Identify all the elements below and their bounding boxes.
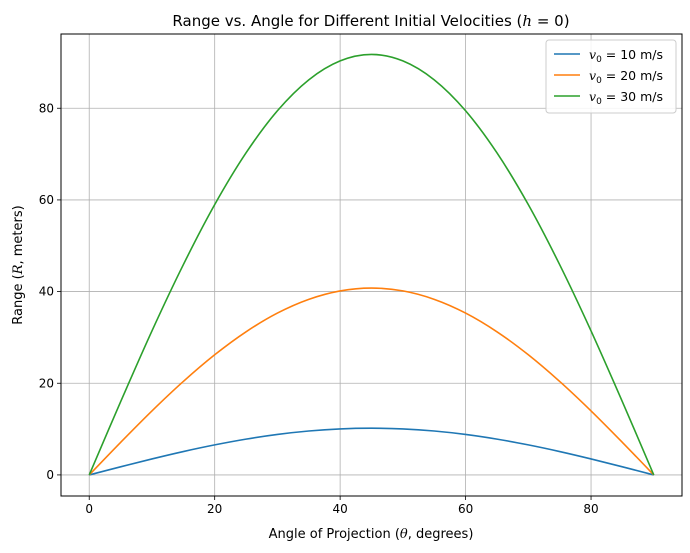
y-tick-label: 80 bbox=[39, 101, 54, 115]
axis-ticks: 0 20 40 60 80 0 20 40 60 80 bbox=[39, 101, 599, 516]
x-tick-label: 0 bbox=[85, 502, 93, 516]
chart-title-h: h bbox=[522, 12, 532, 30]
series-line-1 bbox=[89, 427, 654, 476]
x-axis-theta: θ bbox=[400, 527, 408, 542]
series-line-2 bbox=[88, 287, 655, 476]
x-tick-label: 80 bbox=[583, 502, 598, 516]
plot-lines bbox=[88, 53, 655, 476]
y-tick-label: 60 bbox=[39, 193, 54, 207]
y-tick-label: 0 bbox=[46, 468, 54, 482]
legend-box bbox=[545, 39, 677, 114]
legend-label: v0 = 10 m/s bbox=[589, 47, 663, 65]
y-tick-label: 20 bbox=[39, 376, 54, 390]
chart-title-eq: = 0) bbox=[532, 12, 570, 30]
chart-title: Range vs. Angle for Different Initial Ve… bbox=[172, 12, 569, 30]
legend: v0 = 10 m/s v0 = 20 m/s v0 = 30 m/s bbox=[545, 39, 677, 114]
legend-label: v0 = 20 m/s bbox=[589, 68, 663, 86]
x-tick-label: 40 bbox=[332, 502, 347, 516]
plot-area-frame bbox=[60, 33, 683, 497]
chart-title-main: Range vs. Angle for Different Initial Ve… bbox=[172, 12, 522, 30]
x-tick-label: 60 bbox=[458, 502, 473, 516]
series-line-3 bbox=[88, 53, 655, 476]
x-tick-label: 20 bbox=[207, 502, 222, 516]
legend-label: v0 = 30 m/s bbox=[589, 89, 663, 107]
x-axis-title: Angle of Projection (θ, degrees) bbox=[269, 527, 474, 542]
y-axis-r: R bbox=[11, 264, 26, 275]
y-axis-title: Range (R, meters) bbox=[11, 205, 26, 324]
y-tick-label: 40 bbox=[39, 285, 54, 299]
